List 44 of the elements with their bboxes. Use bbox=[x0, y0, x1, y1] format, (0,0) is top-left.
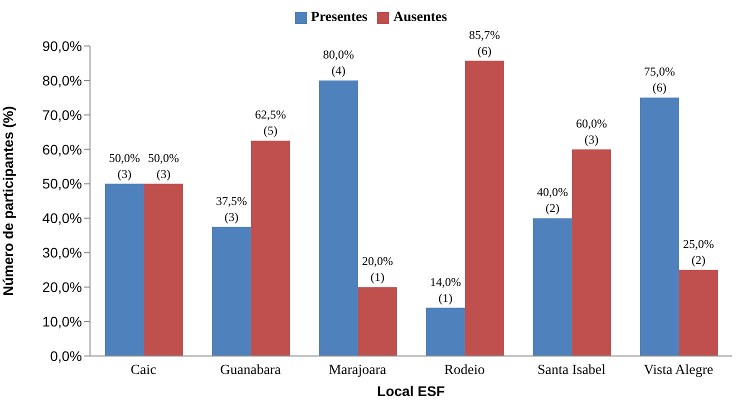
y-tick-label: 0,0% bbox=[50, 348, 82, 364]
y-tick-label: 70,0% bbox=[42, 106, 82, 123]
data-label: 50,0% (3) bbox=[108, 150, 140, 181]
x-tick-label: Rodeio bbox=[444, 362, 485, 378]
bar bbox=[318, 80, 358, 356]
legend-label: Ausentes bbox=[393, 10, 448, 25]
data-label: 62,5% (5) bbox=[254, 108, 286, 138]
bar bbox=[250, 140, 290, 356]
y-tick-label: 30,0% bbox=[42, 244, 82, 261]
x-tick-label: Marajoara bbox=[328, 362, 388, 378]
y-tick-label: 40,0% bbox=[42, 210, 82, 226]
y-tick-label: 50,0% bbox=[42, 176, 82, 192]
data-label: 25,0% (2) bbox=[682, 236, 714, 267]
x-tick-label: Guanabara bbox=[220, 362, 282, 378]
bar bbox=[104, 184, 144, 356]
data-label: 50,0% (3) bbox=[148, 150, 179, 181]
y-axis-title: Número de participantes (%) bbox=[0, 106, 16, 296]
x-axis-title: Local ESF bbox=[377, 383, 446, 399]
legend-label: Presentes bbox=[310, 10, 368, 25]
y-tick-label: 80,0% bbox=[42, 72, 82, 88]
x-tick-label: Vista Alegre bbox=[644, 362, 714, 378]
data-label: 85,7% (6) bbox=[468, 28, 500, 58]
bar bbox=[358, 287, 397, 356]
data-label: 80,0% (4) bbox=[322, 47, 354, 78]
y-tick-label: 90,0% bbox=[42, 38, 82, 54]
data-label: 20,0% (1) bbox=[362, 254, 393, 284]
bar bbox=[678, 270, 718, 356]
data-label: 60,0% (3) bbox=[576, 116, 607, 146]
y-tick-label: 60,0% bbox=[42, 141, 82, 158]
data-label: 14,0% (1) bbox=[430, 274, 461, 305]
data-label: 75,0% (6) bbox=[644, 64, 675, 95]
bar bbox=[640, 98, 679, 356]
data-label: 40,0% (2) bbox=[536, 185, 568, 216]
bar bbox=[532, 218, 572, 356]
data-label: 37,5% (3) bbox=[216, 194, 247, 224]
y-tick-label: 20,0% bbox=[42, 279, 82, 296]
bar bbox=[464, 60, 504, 356]
bar bbox=[572, 149, 611, 356]
x-tick-label: Santa Isabel bbox=[537, 362, 606, 378]
bar bbox=[212, 226, 251, 356]
y-tick-label: 10,0% bbox=[42, 314, 82, 330]
x-tick-label: Caic bbox=[130, 362, 156, 378]
bar bbox=[426, 308, 465, 356]
bar bbox=[144, 184, 183, 356]
